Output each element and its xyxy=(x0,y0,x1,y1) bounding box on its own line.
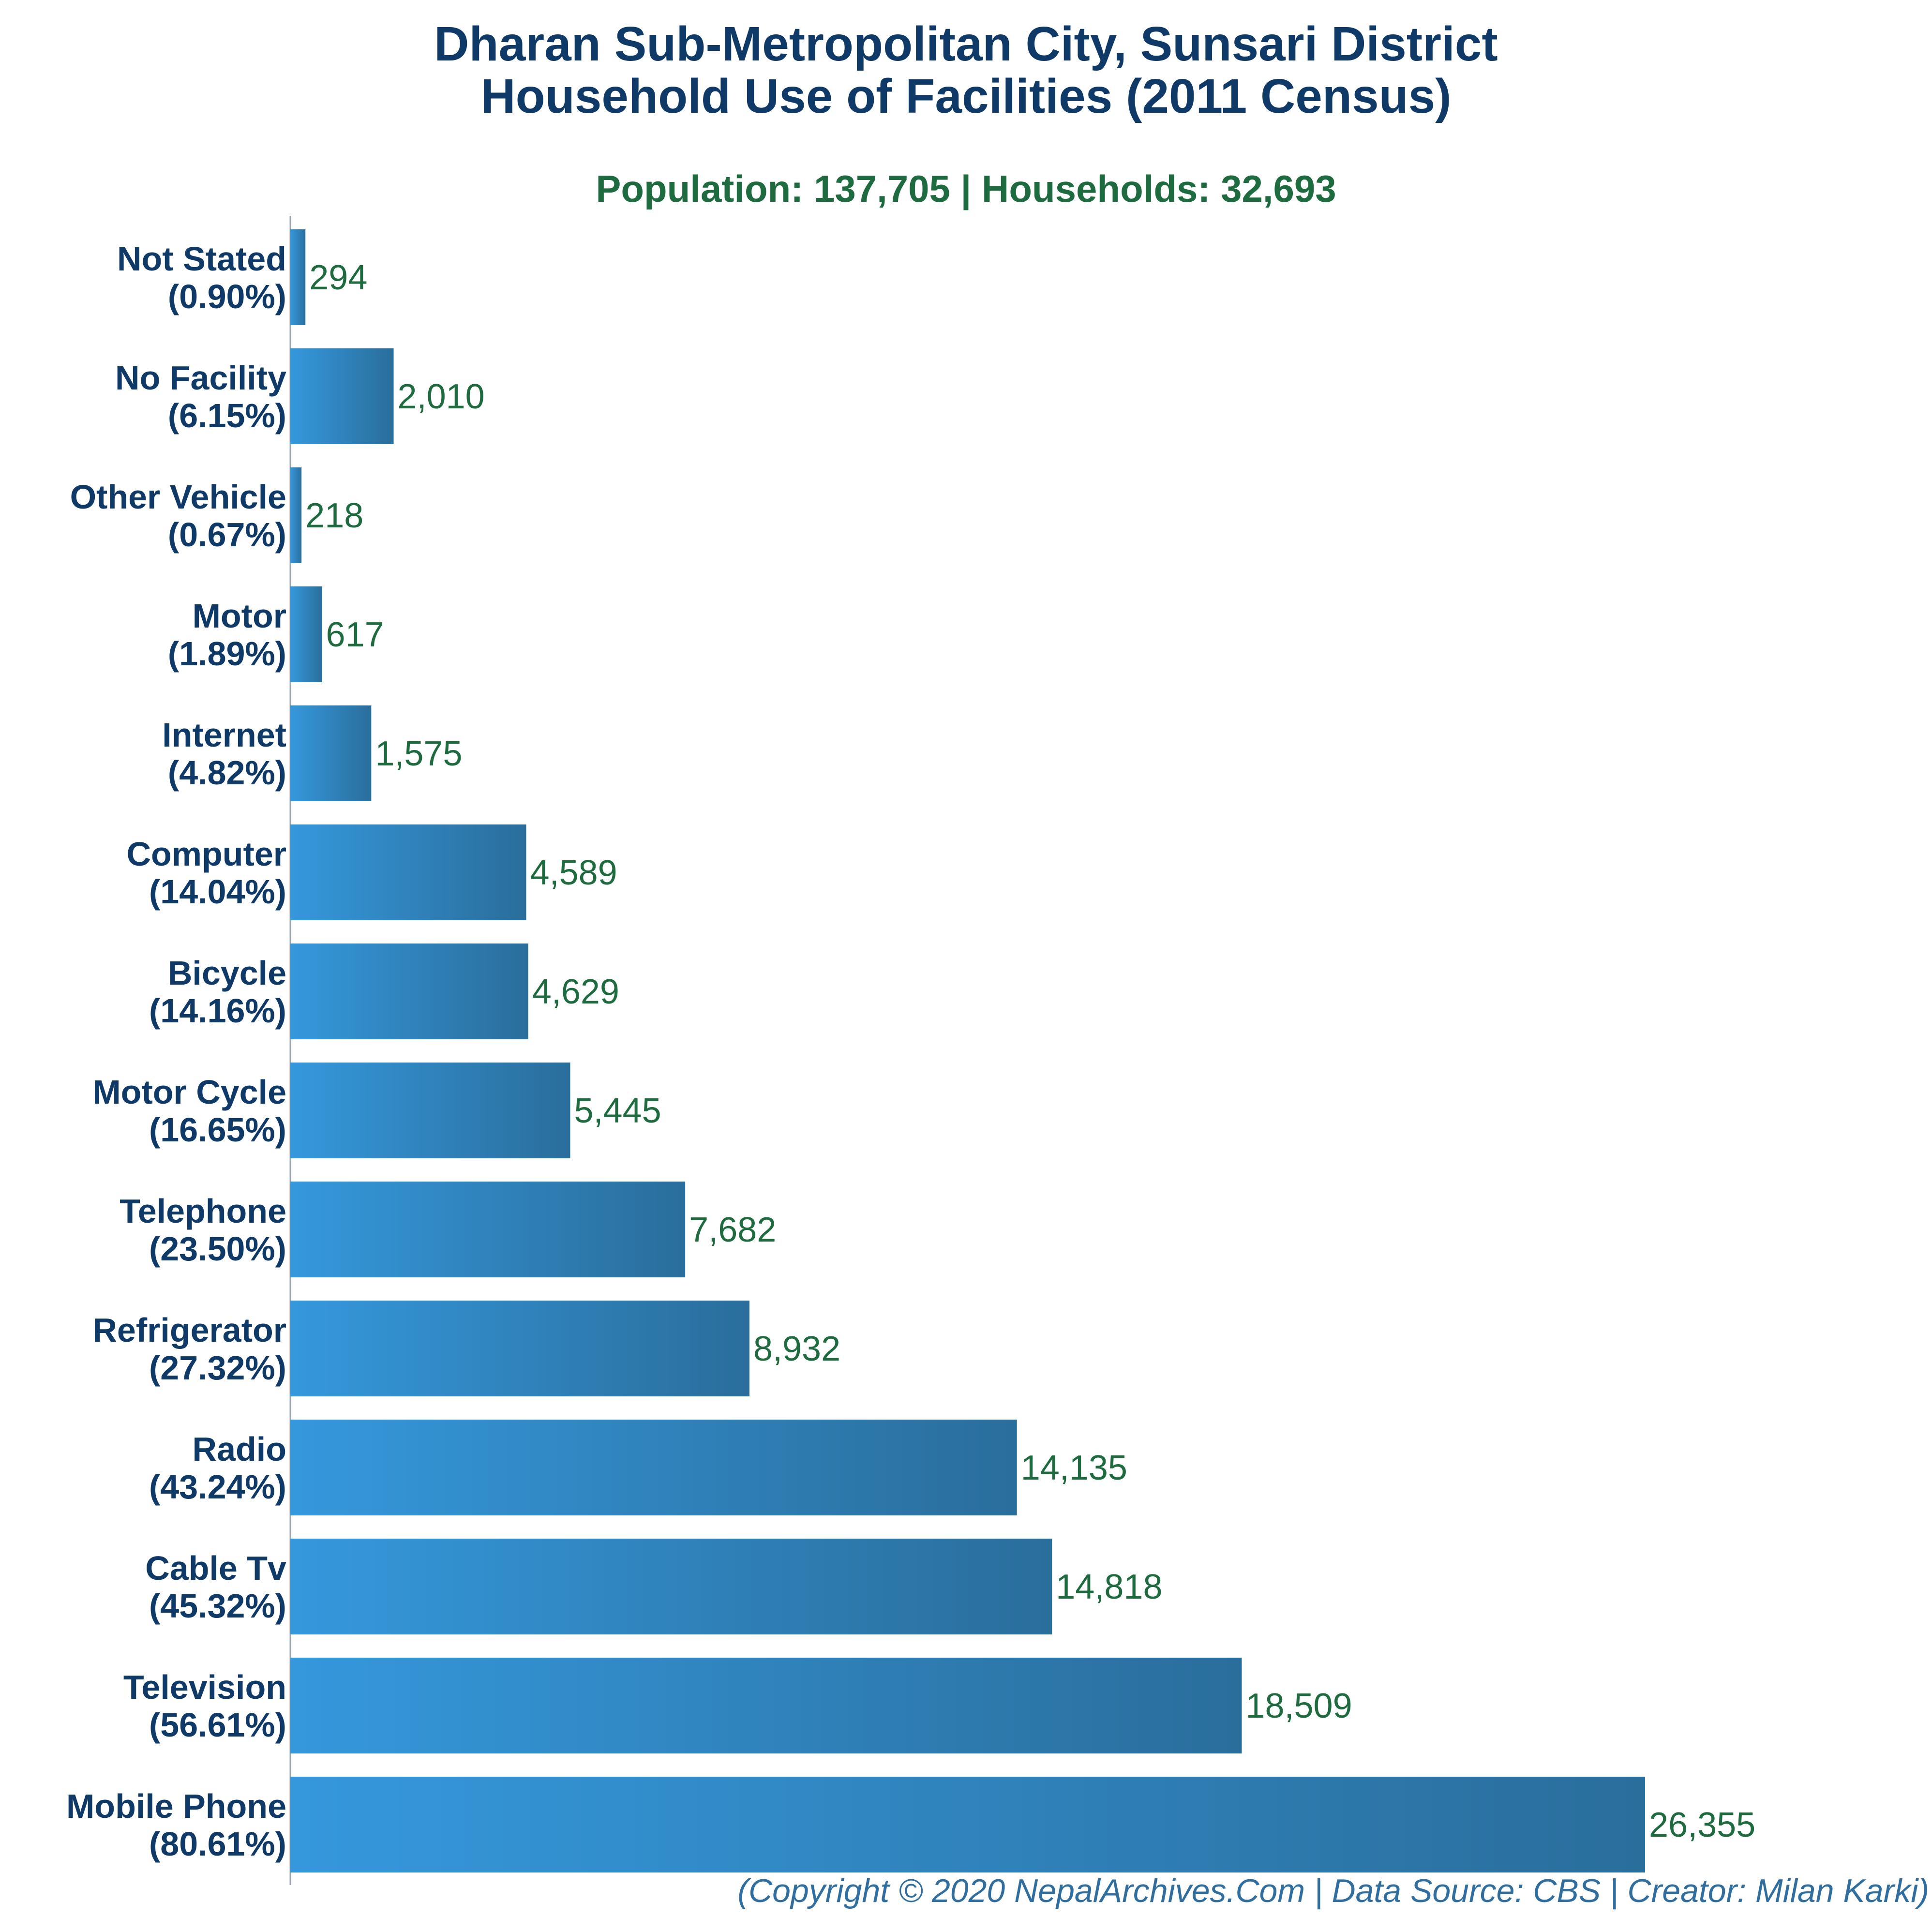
bar-value-label: 14,818 xyxy=(1056,1568,1162,1606)
category-percent-label: (56.61%) xyxy=(149,1706,286,1744)
bar xyxy=(290,348,394,444)
category-label: Cable Tv xyxy=(145,1549,286,1587)
bar-value-label: 2,010 xyxy=(398,377,485,416)
bar-value-label: 1,575 xyxy=(375,734,462,773)
bar-value-label: 218 xyxy=(305,496,363,535)
bar xyxy=(290,1182,686,1277)
bar xyxy=(290,1301,749,1396)
bar xyxy=(290,1658,1242,1753)
category-percent-label: (6.15%) xyxy=(168,397,286,434)
category-percent-label: (14.16%) xyxy=(149,992,286,1030)
bar-value-label: 26,355 xyxy=(1649,1806,1755,1844)
category-label: Refrigerator xyxy=(92,1311,286,1349)
bar xyxy=(290,586,322,682)
bar xyxy=(290,1777,1645,1872)
bar-value-label: 4,589 xyxy=(530,854,617,892)
chart-subtitle: Population: 137,705 | Households: 32,693 xyxy=(596,167,1336,210)
category-percent-label: (0.67%) xyxy=(168,516,286,554)
bar xyxy=(290,229,306,325)
category-label: Mobile Phone xyxy=(66,1787,286,1825)
bar-value-label: 294 xyxy=(309,258,367,297)
category-percent-label: (43.24%) xyxy=(149,1468,286,1506)
bar xyxy=(290,705,372,801)
bar-value-label: 8,932 xyxy=(753,1330,840,1368)
category-label: Motor xyxy=(193,597,286,635)
bar xyxy=(290,1063,570,1158)
category-label: Other Vehicle xyxy=(70,478,286,516)
category-label: Not Stated xyxy=(117,240,286,278)
category-percent-label: (23.50%) xyxy=(149,1230,286,1268)
category-label: Telephone xyxy=(120,1192,286,1230)
category-percent-label: (0.90%) xyxy=(168,278,286,315)
bar-value-label: 4,629 xyxy=(532,973,619,1011)
bar-value-label: 18,509 xyxy=(1245,1687,1352,1725)
category-percent-label: (1.89%) xyxy=(168,635,286,673)
bar-value-label: 5,445 xyxy=(574,1092,661,1130)
category-label: No Facility xyxy=(115,359,286,397)
bar xyxy=(290,944,528,1039)
category-percent-label: (14.04%) xyxy=(149,873,286,911)
category-percent-label: (45.32%) xyxy=(149,1587,286,1625)
category-label: Computer xyxy=(126,835,286,873)
category-label: Radio xyxy=(193,1430,286,1468)
category-percent-label: (27.32%) xyxy=(149,1349,286,1387)
category-label: Bicycle xyxy=(168,954,286,992)
bar xyxy=(290,824,526,920)
category-percent-label: (80.61%) xyxy=(149,1825,286,1863)
bar xyxy=(290,1420,1017,1515)
category-label: Television xyxy=(123,1668,286,1706)
chart-title-line-2: Household Use of Facilities (2011 Census… xyxy=(480,69,1452,123)
bar xyxy=(290,1539,1052,1634)
category-label: Internet xyxy=(162,716,286,754)
chart-title-line-1: Dharan Sub-Metropolitan City, Sunsari Di… xyxy=(434,17,1498,71)
category-label: Motor Cycle xyxy=(92,1073,286,1111)
bar xyxy=(290,467,302,563)
bar-value-label: 7,682 xyxy=(689,1211,776,1249)
bar-value-label: 14,135 xyxy=(1021,1449,1127,1487)
category-percent-label: (16.65%) xyxy=(149,1111,286,1149)
copyright-footer: (Copyright © 2020 NepalArchives.Com | Da… xyxy=(737,1872,1929,1909)
category-percent-label: (4.82%) xyxy=(168,754,286,792)
bar-value-label: 617 xyxy=(326,615,384,654)
